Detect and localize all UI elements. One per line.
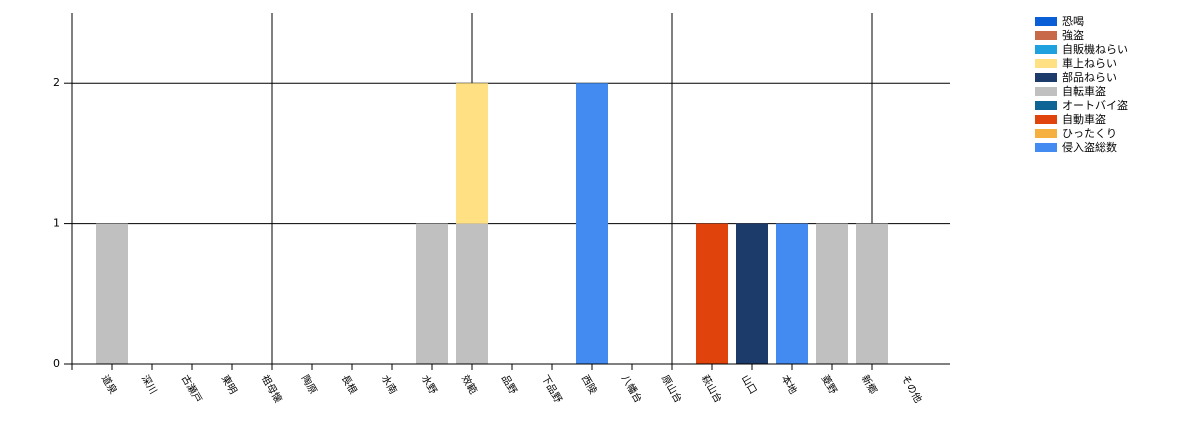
legend-swatch (1035, 101, 1057, 110)
y-tick-label: 1 (53, 217, 60, 230)
y-tick-label: 0 (53, 357, 60, 370)
x-tick-label: 原山台 (659, 373, 685, 405)
legend-label: 部品ねらい (1062, 70, 1117, 84)
x-tick-label: 祖母懐 (259, 373, 285, 405)
legend-label: ひったくり (1062, 127, 1117, 140)
legend-label: 車上ねらい (1062, 56, 1117, 70)
bar (696, 223, 728, 364)
legend-swatch (1035, 143, 1057, 152)
bar (576, 83, 608, 364)
legend-swatch (1035, 17, 1057, 26)
x-tick-label: 道泉 (99, 373, 120, 397)
x-tick-label: 陶原 (299, 373, 320, 397)
x-tick-label: 效範 (459, 373, 480, 397)
bar (96, 223, 128, 364)
x-tick-label: 深川 (139, 373, 159, 396)
bar (416, 223, 448, 364)
legend-swatch (1035, 115, 1057, 124)
x-tick-label: その他 (899, 373, 925, 405)
x-tick-label: 本地 (779, 373, 800, 397)
legend-swatch (1035, 73, 1057, 82)
legend-label: オートバイ盗 (1062, 99, 1128, 112)
x-tick-label: 水南 (379, 373, 400, 397)
legend-swatch (1035, 87, 1057, 96)
bar (856, 223, 888, 364)
x-tick-label: 萩山台 (699, 373, 725, 405)
legend-label: 強盗 (1062, 29, 1084, 42)
x-tick-label: 古瀬戸 (179, 373, 205, 405)
legend-label: 自動車盗 (1062, 112, 1106, 126)
x-tick-label: 水野 (419, 373, 439, 396)
x-tick-label: 菱野 (819, 373, 839, 396)
legend-swatch (1035, 59, 1057, 68)
x-tick-label: 東明 (219, 373, 240, 397)
bar (456, 223, 488, 364)
legend-label: 侵入盗総数 (1062, 140, 1117, 154)
bar (736, 223, 768, 364)
x-tick-label: 八幡台 (619, 373, 645, 405)
legend-swatch (1035, 129, 1057, 138)
x-tick-label: 山口 (739, 373, 759, 396)
bar (456, 83, 488, 224)
y-tick-label: 2 (53, 76, 60, 89)
legend-label: 恐喝 (1062, 15, 1084, 28)
legend-swatch (1035, 31, 1057, 40)
legend-label: 自転車盗 (1062, 84, 1106, 98)
x-tick-label: 下品野 (539, 373, 564, 405)
legend-swatch (1035, 45, 1057, 54)
x-tick-label: 品野 (499, 373, 519, 396)
x-tick-label: 長根 (339, 373, 360, 397)
legend-label: 自販機ねらい (1062, 42, 1128, 56)
bar (776, 223, 808, 364)
bar (816, 223, 848, 364)
x-tick-label: 西陵 (579, 373, 599, 396)
x-tick-label: 新郷 (859, 373, 880, 397)
